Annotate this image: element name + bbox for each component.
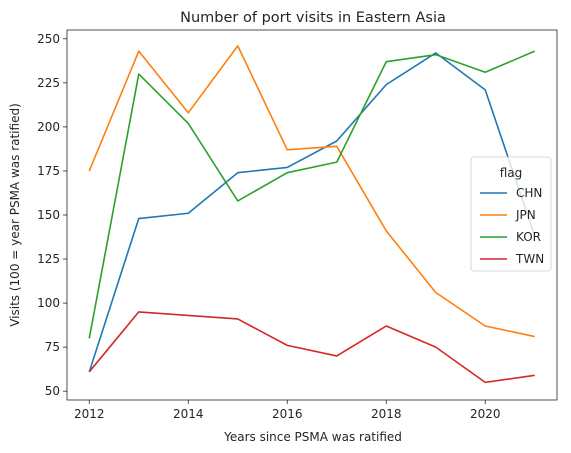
legend-frame	[470, 156, 552, 272]
x-tick-label: 2020	[470, 407, 501, 421]
y-tick-label: 100	[37, 296, 60, 310]
legend-label-jpn: JPN	[515, 208, 536, 222]
y-tick-label: 75	[45, 340, 60, 354]
legend-label-kor: KOR	[516, 230, 541, 244]
x-axis: 2012 2014 2016 2018 2020	[74, 400, 501, 421]
y-tick-label: 225	[37, 76, 60, 90]
y-tick-label: 50	[45, 384, 60, 398]
series-line-jpn	[88, 45, 535, 338]
series-line-chn	[88, 52, 536, 373]
x-axis-label: Years since PSMA was ratified	[223, 430, 402, 444]
y-tick-label: 250	[37, 32, 60, 46]
y-axis-label: Visits (100 = year PSMA was ratified)	[8, 103, 22, 327]
x-tick-label: 2018	[371, 407, 402, 421]
y-tick-label: 200	[37, 120, 60, 134]
chart-title: Number of port visits in Eastern Asia	[180, 10, 446, 26]
legend: flag CHN JPN KOR TWN	[470, 156, 552, 272]
series-line-twn	[88, 311, 535, 384]
x-tick-label: 2016	[272, 407, 303, 421]
x-tick-label: 2014	[173, 407, 204, 421]
legend-title: flag	[500, 166, 523, 180]
series-lines	[88, 45, 536, 384]
x-tick-label: 2012	[74, 407, 105, 421]
y-tick-label: 125	[37, 252, 60, 266]
series-line-kor	[88, 50, 536, 339]
legend-label-chn: CHN	[516, 186, 542, 200]
legend-label-twn: TWN	[515, 252, 544, 266]
y-axis: 50 75 100 125 150 175 200 225 250	[37, 32, 67, 398]
y-tick-label: 150	[37, 208, 60, 222]
y-tick-label: 175	[37, 164, 60, 178]
